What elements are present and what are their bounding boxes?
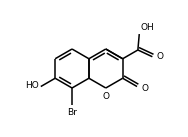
Text: O: O — [157, 52, 164, 61]
Text: HO: HO — [25, 81, 39, 90]
Text: Br: Br — [67, 108, 77, 117]
Text: OH: OH — [141, 22, 155, 32]
Text: O: O — [142, 84, 149, 93]
Text: O: O — [102, 92, 109, 101]
